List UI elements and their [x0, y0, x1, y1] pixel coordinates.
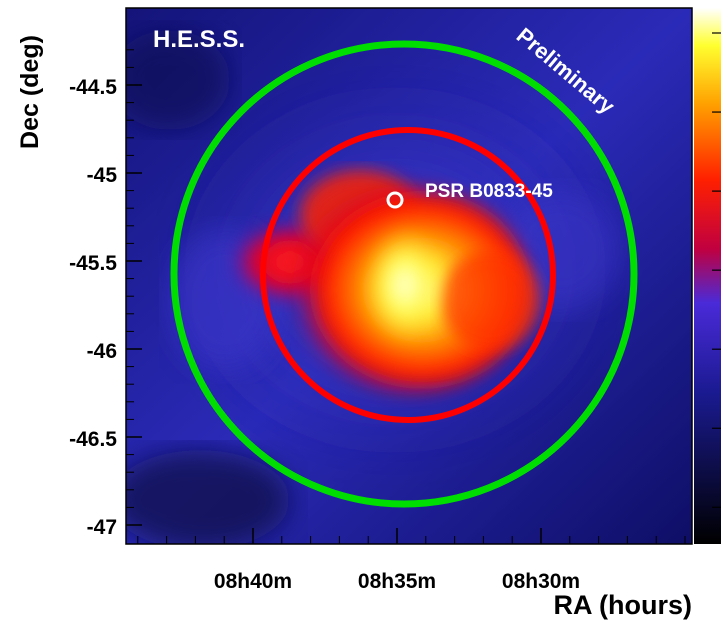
x-tick-label: 08h35m [358, 570, 436, 593]
outer-region-circle [170, 40, 638, 508]
dark-patch-tl [126, 30, 230, 130]
y-tick-label: -45.5 [69, 252, 117, 275]
x-tick-label: 08h40m [214, 570, 292, 593]
colorbar-scale [694, 8, 721, 544]
x-major-ticks: 08h40m 08h35m 08h30m [214, 528, 580, 593]
inner-region-circle [260, 127, 556, 423]
colorbar-ticks [712, 32, 721, 508]
y-axis: -44.5 -45 -45.5 -46 -46.5 -47 [69, 49, 142, 539]
instrument-label: H.E.S.S. [153, 26, 245, 53]
pulsar-label: PSR B0833-45 [425, 181, 553, 202]
y-tick-label: -44.5 [69, 76, 117, 99]
plot-frame [125, 7, 693, 545]
emission-core [363, 225, 447, 345]
x-axis: 08h40m 08h35m 08h30m [137, 528, 686, 593]
y-tick-label: -45 [87, 164, 118, 187]
pulsar-marker [386, 191, 404, 209]
y-tick-label: -47 [87, 516, 117, 539]
x-tick-label: 08h30m [502, 570, 580, 593]
y-tick-label: -46 [87, 340, 117, 363]
y-axis-label: Dec (deg) [16, 35, 44, 149]
emission-east [440, 250, 540, 350]
y-major-ticks: -44.5 -45 -45.5 -46 -46.5 -47 [69, 76, 142, 539]
colorbar [694, 8, 721, 544]
dark-patch-bl [126, 450, 290, 544]
plot-area [126, 8, 692, 544]
y-tick-label: -46.5 [69, 428, 117, 451]
x-axis-label: RA (hours) [554, 590, 692, 620]
